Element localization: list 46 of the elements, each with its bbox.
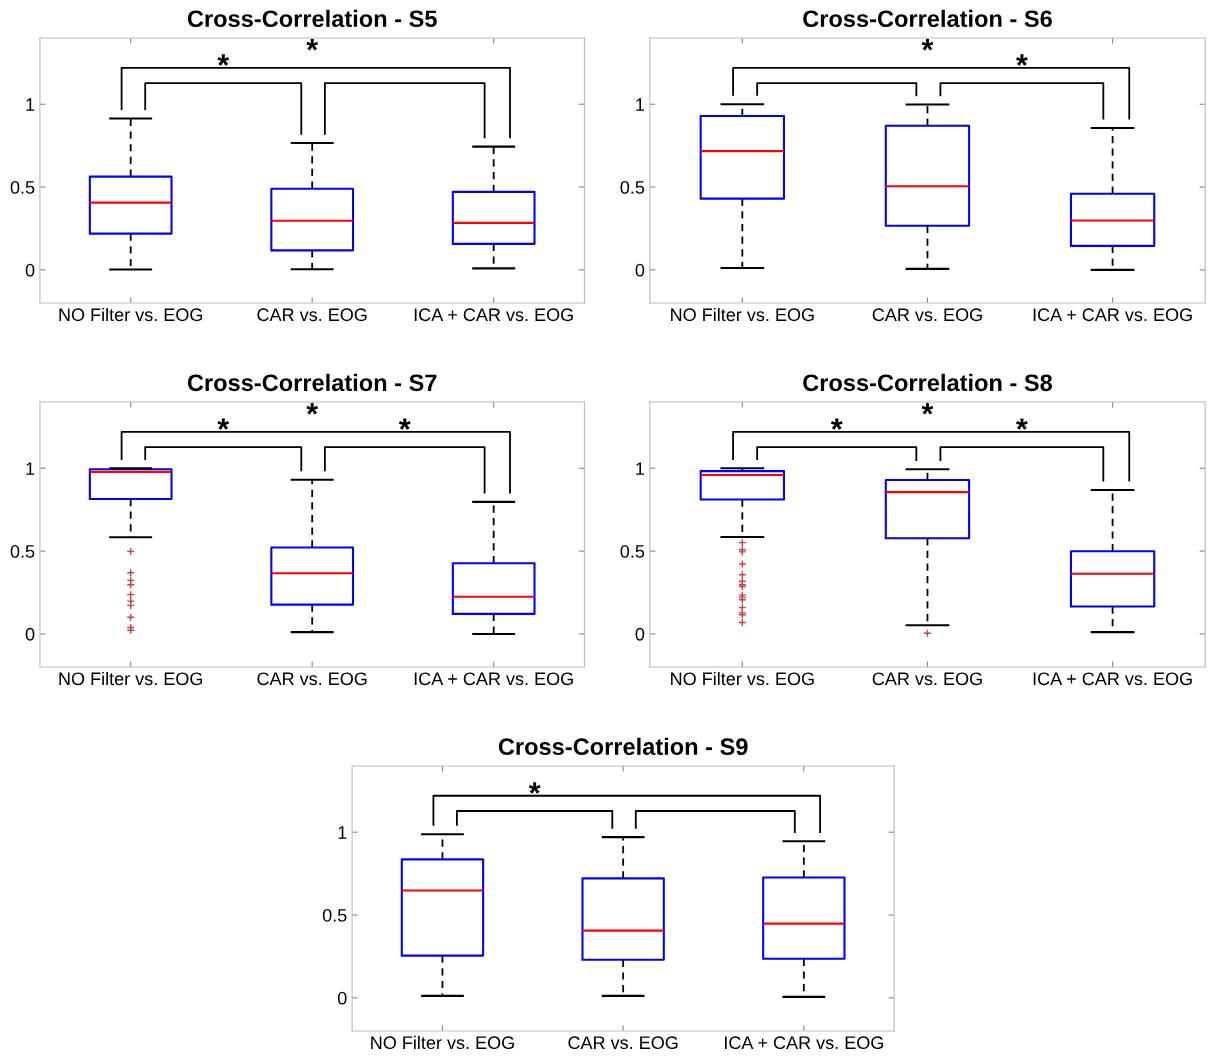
y-tick-label: 0 [337, 991, 347, 1005]
y-tick-label: 1 [636, 98, 645, 111]
y-tick-label: 0.5 [322, 908, 347, 922]
x-tick-label: ICA + CAR vs. EOG [1033, 308, 1192, 322]
annotation: * [398, 418, 411, 430]
annotation: * [921, 403, 934, 415]
y-tick-label: 1 [26, 462, 35, 475]
x-tick-label: ICA + CAR vs. EOG [724, 1036, 884, 1050]
y-tick-label: 0 [25, 627, 35, 641]
x-tick-label: NO Filter vs. EOG [371, 1035, 514, 1050]
y-tick-label: 1 [636, 462, 645, 475]
chart-title: Cross-Correlation - S8 [803, 373, 1053, 392]
x-tick-label: NO Filter vs. EOG [59, 671, 203, 686]
chart-title: Cross-Correlation - S6 [803, 9, 1052, 28]
x-tick-label: ICA + CAR vs. EOG [414, 672, 573, 686]
chart-title: Cross-Correlation - S5 [187, 9, 437, 28]
annotation: * [528, 782, 541, 794]
annotation: * [217, 54, 230, 66]
annotation: * [306, 39, 319, 51]
annotation: * [921, 39, 934, 51]
x-tick-label: CAR vs. EOG [257, 308, 367, 322]
y-tick-label: 0 [25, 263, 35, 277]
x-tick-label: ICA + CAR vs. EOG [1033, 672, 1192, 686]
x-tick-label: CAR vs. EOG [872, 308, 982, 322]
annotation: * [1016, 418, 1028, 430]
x-tick-label: CAR vs. EOG [568, 1036, 678, 1050]
annotation: * [217, 418, 230, 430]
y-tick-label: 1 [26, 98, 35, 111]
x-tick-label: NO Filter vs. EOG [59, 307, 203, 322]
x-tick-label: ICA + CAR vs. EOG [414, 308, 573, 322]
y-tick-label: 0.5 [10, 181, 35, 194]
x-tick-label: NO Filter vs. EOG [671, 307, 814, 322]
y-tick-label: 0 [635, 627, 645, 641]
x-tick-label: CAR vs. EOG [872, 672, 982, 686]
y-tick-label: 0 [635, 263, 645, 277]
annotation: * [306, 403, 319, 415]
y-tick-label: 0.5 [620, 545, 645, 558]
chart-title: Cross-Correlation - S9 [498, 737, 748, 756]
y-tick-label: 1 [338, 826, 347, 839]
x-tick-label: CAR vs. EOG [257, 672, 367, 686]
x-tick-label: NO Filter vs. EOG [671, 671, 814, 686]
annotation: * [1016, 54, 1028, 66]
annotation: * [830, 418, 843, 430]
chart-title: Cross-Correlation - S7 [187, 373, 437, 392]
y-tick-label: 0.5 [10, 545, 35, 558]
y-tick-label: 0.5 [620, 181, 645, 194]
